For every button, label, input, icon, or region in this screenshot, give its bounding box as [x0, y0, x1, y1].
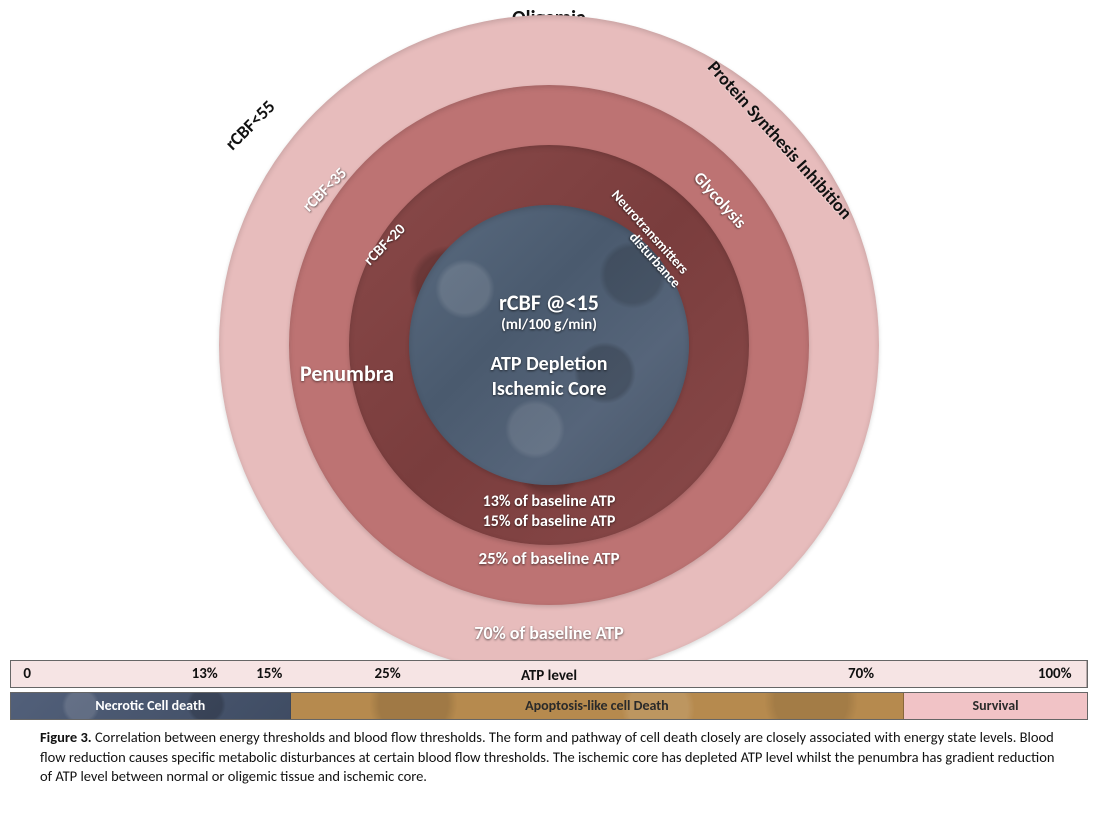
core-atp-depletion: ATP Depletion [490, 352, 607, 377]
fate-segment: Necrotic Cell death [11, 693, 291, 719]
baseline-25: 25% of baseline ATP [479, 548, 620, 569]
fate-segment-label: Survival [904, 697, 1087, 714]
baseline-70: 70% of baseline ATP [474, 622, 623, 644]
fate-segment-label: Necrotic Cell death [11, 697, 290, 714]
cell-fate-bar: Necrotic Cell deathApoptosis-like cell D… [10, 692, 1088, 720]
atp-bar-title: ATP level [521, 667, 577, 685]
caption-text: Correlation between energy thresholds an… [40, 728, 1054, 785]
figure-caption: Figure 3. Correlation between energy thr… [40, 728, 1058, 787]
fate-segment: Apoptosis-like cell Death [291, 693, 904, 719]
atp-level-bar: 013%15%25%70%100% ATP level [10, 660, 1088, 688]
label-penumbra: Penumbra [300, 360, 394, 387]
diagram-stage: Oligemia rCBF @<15 (ml/100 g/min) ATP De… [0, 0, 1098, 700]
core-rcbf: rCBF @<15 [499, 289, 599, 316]
baseline-15: 15% of baseline ATP [483, 512, 616, 531]
fate-segment-label: Apoptosis-like cell Death [291, 697, 903, 714]
fate-segment: Survival [904, 693, 1087, 719]
core-units: (ml/100 g/min) [501, 316, 597, 334]
baseline-13: 13% of baseline ATP [483, 492, 616, 511]
label-rcbf55: rCBF<55 [220, 95, 279, 154]
core-ischemic: Ischemic Core [492, 377, 607, 402]
figure-number: Figure 3. [40, 728, 92, 746]
